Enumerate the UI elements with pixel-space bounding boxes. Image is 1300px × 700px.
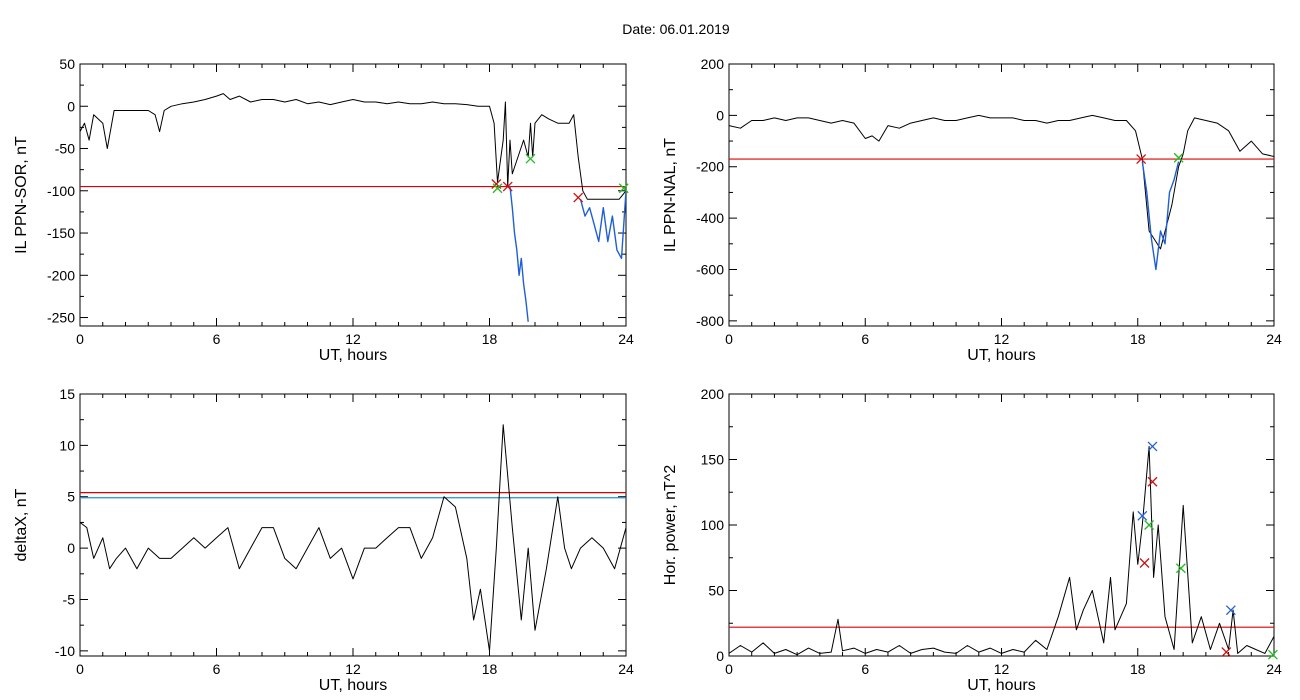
data-trace: [80, 93, 626, 200]
x-tick-label: 0: [76, 661, 84, 677]
x-axis-title: UT, hours: [319, 347, 387, 364]
plot-area: [729, 445, 1274, 656]
data-trace: [729, 114, 1274, 250]
y-tick-label: -400: [696, 210, 724, 226]
y-axis-title: Hor. power, nT^2: [662, 465, 679, 586]
x-tick-label: 18: [482, 331, 498, 347]
x-axis-title: UT, hours: [967, 347, 1035, 364]
y-tick-label: 15: [59, 386, 75, 402]
y-tick-label: -800: [696, 313, 724, 329]
y-tick-label: -50: [55, 141, 75, 157]
y-axis-title: IL PPN-SOR, nT: [13, 136, 30, 254]
highlight-segment: [509, 186, 529, 322]
x-tick-label: 0: [725, 661, 733, 677]
y-tick-label: -150: [47, 225, 75, 241]
plot-area: [80, 93, 626, 322]
y-tick-label: 100: [701, 517, 725, 533]
x-tick-label: 12: [994, 661, 1010, 677]
y-tick-label: -5: [63, 591, 76, 607]
x-axis-title: UT, hours: [967, 677, 1035, 694]
y-tick-label: -200: [47, 267, 75, 283]
chart-nal: 0 6 12 18 24 200 0 -200 -400 -600 -800 UT, hours IL …: [662, 56, 1282, 364]
y-tick-label: 200: [701, 56, 725, 72]
cross-marker: [1221, 647, 1232, 658]
cross-marker: [1225, 605, 1236, 616]
cross-marker: [1147, 476, 1158, 487]
x-tick-label: 12: [994, 331, 1010, 347]
data-trace: [80, 424, 626, 652]
x-tick-label: 18: [482, 661, 498, 677]
y-tick-label: -200: [696, 159, 724, 175]
plot-area: [80, 424, 626, 652]
cross-marker: [573, 192, 584, 203]
cross-marker: [1175, 563, 1186, 574]
x-tick-label: 12: [345, 331, 361, 347]
y-tick-label: -10: [55, 643, 75, 659]
x-tick-label: 24: [618, 661, 634, 677]
plot-frame: [728, 393, 1275, 657]
highlight-segment: [579, 190, 626, 260]
x-tick-label: 18: [1130, 331, 1146, 347]
x-tick-label: 0: [76, 331, 84, 347]
y-tick-label: 0: [67, 540, 75, 556]
x-tick-label: 24: [1266, 331, 1282, 347]
cross-marker: [1147, 441, 1158, 452]
plot-frame: [79, 393, 627, 657]
cross-marker: [618, 183, 629, 194]
y-tick-label: -100: [47, 183, 75, 199]
y-tick-label: 0: [716, 107, 724, 123]
cross-marker: [1173, 152, 1184, 163]
plot-area: [729, 114, 1274, 271]
chart-sor: 0 6 12 18 24 50 0 -50 -100 -150 -200 -250 UT, hours I…: [13, 56, 634, 364]
y-axis-title: IL PPN-NAL, nT: [662, 138, 679, 252]
page-title: Date: 06.01.2019: [622, 21, 730, 37]
cross-marker: [502, 181, 513, 192]
y-tick-label: 150: [701, 452, 725, 468]
x-tick-label: 24: [618, 331, 634, 347]
cross-marker: [1137, 510, 1148, 521]
plot-frame: [79, 63, 627, 327]
data-trace: [729, 445, 1274, 656]
y-tick-label: -600: [696, 261, 724, 277]
y-axis-title: deltaX, nT: [13, 488, 30, 561]
x-axis-title: UT, hours: [319, 677, 387, 694]
x-tick-label: 6: [213, 331, 221, 347]
x-tick-label: 6: [861, 331, 869, 347]
cross-marker: [1144, 520, 1155, 530]
cross-marker: [1136, 154, 1147, 164]
cross-marker: [1139, 558, 1150, 568]
x-tick-label: 6: [861, 661, 869, 677]
chart-deltax: 0 6 12 18 24 15 10 5 0 -5 -10 UT, hours deltaX, nT: [13, 386, 634, 694]
cross-marker: [525, 153, 536, 164]
x-tick-label: 12: [345, 661, 361, 677]
plot-frame: [728, 63, 1275, 327]
y-tick-label: 5: [67, 489, 75, 505]
y-tick-label: 0: [67, 98, 75, 114]
cross-marker: [1267, 649, 1278, 660]
y-tick-label: 0: [716, 648, 724, 664]
cross-marker: [492, 183, 503, 194]
x-tick-label: 18: [1130, 661, 1146, 677]
x-tick-label: 6: [213, 661, 221, 677]
y-tick-label: -250: [47, 310, 75, 326]
highlight-segment: [1141, 161, 1180, 271]
x-tick-label: 0: [725, 331, 733, 347]
y-tick-label: 50: [708, 583, 724, 599]
y-tick-label: 50: [59, 56, 75, 72]
y-tick-label: 10: [59, 437, 75, 453]
x-tick-label: 24: [1266, 661, 1282, 677]
y-tick-label: 200: [701, 386, 725, 402]
chart-power: 0 6 12 18 24 200 150 100 50 0 UT, hours Hor. power,…: [662, 386, 1282, 694]
